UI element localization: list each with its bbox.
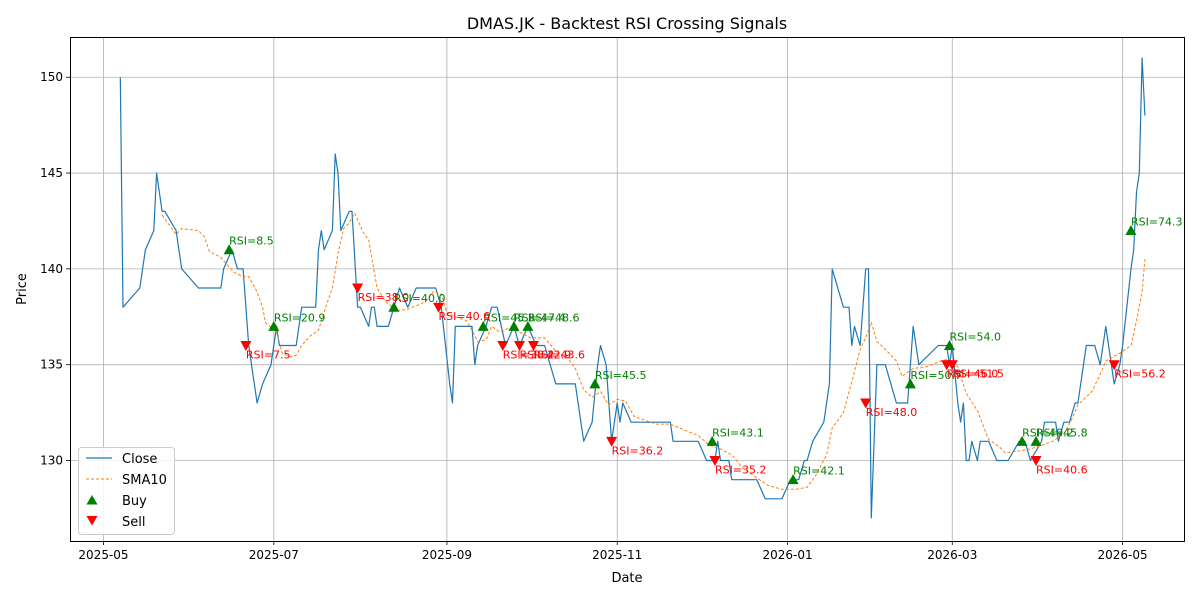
y-axis-label: Price: [15, 273, 30, 305]
buy-marker: [477, 320, 489, 331]
sell-annotation: RSI=35.2: [715, 464, 767, 477]
sell-marker: [606, 436, 618, 447]
buy-marker: [904, 378, 916, 389]
buy-annotation: RSI=50.7: [910, 369, 962, 382]
x-tick-label: 2025-11: [592, 548, 642, 562]
x-tick-label: 2025-09: [422, 548, 472, 562]
signal-annotations: RSI=8.5RSI=20.9RSI=40.0RSI=45.3RSI=47.4R…: [229, 216, 1182, 478]
sell-annotation: RSI=48.0: [866, 406, 918, 419]
y-tick-label: 140: [40, 262, 63, 276]
y-tick-label: 135: [40, 358, 63, 372]
buy-annotation: RSI=45.8: [1036, 426, 1088, 439]
series-layer: [119, 57, 1146, 519]
sell-annotation: RSI=36.2: [612, 444, 664, 457]
buy-annotation: RSI=74.3: [1131, 216, 1183, 229]
buy-marker: [522, 320, 534, 331]
buy-annotation: RSI=42.1: [793, 465, 845, 478]
legend-box: [78, 447, 175, 535]
buy-annotation: RSI=8.5: [229, 235, 274, 248]
sell-marker: [527, 341, 539, 352]
buy-annotation: RSI=47.4: [514, 311, 566, 324]
legend-sell-icon: [86, 516, 98, 526]
sell-marker: [514, 341, 526, 352]
sell-marker: [1030, 456, 1042, 467]
legend-buy-label: Buy: [122, 494, 147, 509]
sell-marker: [433, 302, 445, 313]
buy-marker: [589, 378, 601, 389]
sma10-line: [161, 212, 1146, 490]
legend-buy-icon: [86, 495, 98, 505]
y-tick-label: 130: [40, 454, 63, 468]
x-tick-label: 2026-03: [927, 548, 977, 562]
sell-annotation: RSI=43.6: [533, 349, 585, 362]
legend-sell-label: Sell: [122, 515, 145, 530]
y-tick-label: 145: [40, 166, 63, 180]
buy-marker: [388, 301, 400, 312]
x-axis-ticks: 2025-05 2025-07 2025-09 2025-11 2026-01 2026-…: [78, 541, 1148, 562]
legend-close-label: Close: [122, 452, 157, 467]
buy-marker: [268, 320, 280, 331]
buy-annotation: RSI=45.3: [483, 311, 535, 324]
chart-title: DMAS.JK - Backtest RSI Crossing Signals: [467, 14, 787, 33]
buy-marker: [223, 244, 235, 255]
sell-marker: [1108, 360, 1120, 371]
sell-annotation: RSI=40.6: [439, 310, 491, 323]
buy-marker: [943, 340, 955, 351]
sell-marker: [860, 398, 872, 409]
sell-marker: [497, 341, 509, 352]
x-tick-label: 2025-05: [78, 548, 128, 562]
sell-marker: [709, 456, 721, 467]
legend-sma-label: SMA10: [122, 473, 167, 488]
plot-frame: [70, 37, 1185, 542]
grid-lines: [70, 37, 1184, 541]
legend: Close SMA10 Buy Sell: [78, 447, 175, 535]
buy-marker: [1030, 435, 1042, 446]
buy-marker: [508, 320, 520, 331]
sell-annotation: RSI=51.5: [952, 368, 1004, 381]
y-tick-label: 150: [40, 70, 63, 84]
buy-marker: [1125, 225, 1137, 236]
sell-marker: [946, 360, 958, 371]
sell-annotation: RSI=40.6: [1036, 464, 1088, 477]
signal-markers: [223, 225, 1137, 485]
sell-marker: [352, 283, 364, 294]
buy-marker: [787, 474, 799, 485]
x-tick-label: 2026-01: [762, 548, 812, 562]
sell-marker: [240, 341, 252, 352]
buy-annotation: RSI=45.5: [595, 369, 647, 382]
sell-annotation: RSI=38.0: [358, 291, 410, 304]
buy-marker: [1016, 435, 1028, 446]
buy-annotation: RSI=54.0: [949, 331, 1001, 344]
close-price-line: [119, 57, 1146, 519]
x-tick-label: 2025-07: [249, 548, 299, 562]
buy-annotation: RSI=48.6: [528, 311, 580, 324]
buy-annotation: RSI=20.9: [274, 311, 326, 324]
sell-annotation: RSI=56.2: [1114, 368, 1166, 381]
sell-annotation: RSI=46.0: [947, 368, 999, 381]
x-tick-label: 2026-05: [1098, 548, 1148, 562]
buy-marker: [706, 435, 718, 446]
y-axis-ticks: 130 135 140 145 150: [40, 70, 70, 468]
sell-annotation: RSI=38.2: [503, 349, 555, 362]
sell-annotation: RSI=7.5: [246, 349, 291, 362]
sell-annotation: RSI=42.9: [520, 349, 572, 362]
buy-annotation: RSI=43.1: [712, 426, 764, 439]
buy-annotation: RSI=49.2: [1022, 426, 1074, 439]
x-axis-label: Date: [611, 571, 642, 586]
buy-annotation: RSI=40.0: [394, 292, 446, 305]
